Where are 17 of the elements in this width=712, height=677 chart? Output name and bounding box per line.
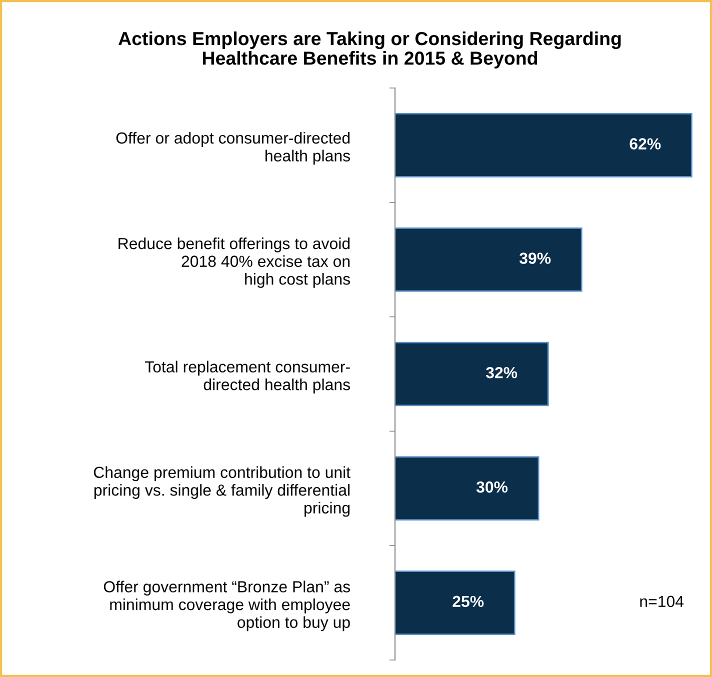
bar: [395, 570, 516, 635]
bar: [395, 113, 692, 178]
y-tick-label: Reduce benefit offerings to avoid 2018 40% excise tax on high cost plans: [118, 237, 350, 288]
chart-title: Actions Employers are Taking or Considering Regarding Healthcare Benefits in 2015 & Beyond: [118, 31, 621, 69]
bar: [395, 456, 540, 521]
y-tick-label: Offer government “Bronze Plan” as minimum coverage with employee option to buy up: [104, 580, 350, 632]
data-label: 32%: [486, 366, 518, 378]
y-tick-label: Total replacement consumer- directed health plans: [144, 360, 350, 394]
bar: [395, 227, 582, 292]
y-tick-label: Offer or adopt consumer-directed health plans: [116, 132, 350, 165]
data-label: 62%: [630, 138, 661, 150]
data-label: 39%: [519, 252, 551, 264]
y-tick-label: Change premium contribution to unit pricing vs. single & family differential pricing: [94, 466, 350, 517]
data-label: 25%: [452, 596, 484, 608]
data-label: 30%: [476, 481, 508, 493]
annotation: n=104: [640, 596, 684, 608]
bar: [395, 342, 549, 406]
